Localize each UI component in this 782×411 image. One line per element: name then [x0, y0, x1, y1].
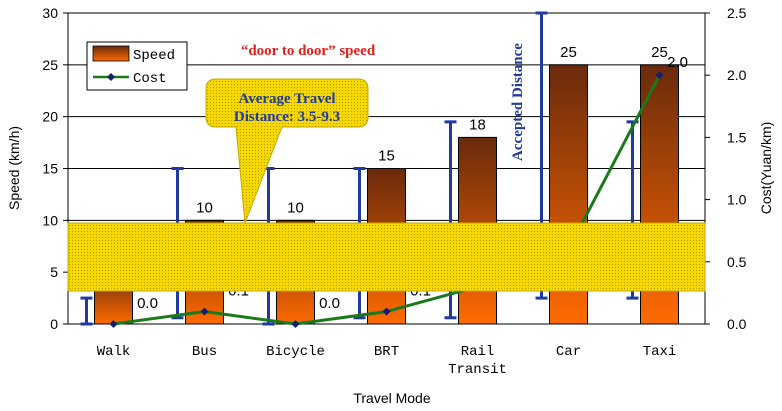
y2-tick-label: 1.5: [727, 129, 747, 145]
cost-label-bicycle: 0.0: [319, 295, 340, 312]
x-axis-title: Travel Mode: [353, 390, 431, 406]
x-tick-label-rail: Rail: [461, 344, 495, 360]
y2-tick-label: 2.0: [727, 67, 747, 83]
x-tick-label-transit: Transit: [448, 362, 507, 378]
callout-line-2: Distance: 3.5-9.3: [234, 109, 340, 125]
y-tick-label: 30: [42, 5, 58, 21]
callout-line-1: Average Travel: [238, 91, 335, 107]
cost-marker-taxi: [655, 71, 664, 80]
x-tick-label-bicycle: Bicycle: [266, 344, 325, 360]
y2-axis-title: Cost(Yuan/km): [758, 122, 774, 215]
cost-marker-walk: [109, 320, 118, 328]
y2-tick-label: 2.5: [727, 5, 747, 21]
x-tick-label-bus: Bus: [192, 344, 217, 360]
distance-callout: Average Travel Distance: 3.5-9.3: [205, 78, 369, 224]
speed-label-car: 25: [560, 44, 577, 61]
y2-tick-label: 0.0: [727, 316, 747, 332]
legend: Speed Cost: [86, 41, 188, 91]
cost-label-walk: 0.0: [137, 295, 158, 312]
x-tick-label-car: Car: [556, 344, 581, 360]
cost-marker-bus: [200, 307, 209, 316]
x-tick-label-taxi: Taxi: [643, 344, 677, 360]
y-tick-label: 5: [50, 264, 58, 280]
speed-label-rail-transit: 18: [469, 116, 486, 133]
x-tick-label-walk: Walk: [97, 344, 131, 360]
y-tick-label: 10: [42, 212, 58, 228]
speed-label-bus: 10: [196, 199, 213, 216]
speed-label-taxi: 25: [651, 44, 668, 61]
y-tick-label: 25: [42, 57, 58, 73]
callout-shape: [205, 78, 369, 224]
legend-cost-label: Cost: [133, 71, 167, 87]
cost-marker-brt: [382, 307, 391, 316]
y-tick-label: 0: [50, 316, 58, 332]
speed-label-brt: 15: [378, 148, 395, 165]
legend-cost-marker: [107, 73, 115, 81]
speed-note-annotation: “door to door” speed: [241, 43, 376, 59]
y2-tick-label: 1.0: [727, 192, 747, 208]
legend-speed-label: Speed: [133, 48, 175, 64]
y-tick-label: 20: [42, 109, 58, 125]
legend-speed-swatch: [92, 45, 130, 62]
distance-band: [67, 222, 706, 292]
speed-label-bicycle: 10: [287, 199, 304, 216]
x-tick-label-brt: BRT: [374, 344, 399, 360]
cost-marker-bicycle: [291, 320, 300, 328]
y-axis-title: Speed (km/h): [6, 126, 22, 210]
y2-tick-label: 0.5: [727, 254, 747, 270]
y-tick-label: 15: [42, 161, 58, 177]
cost-label-taxi: 2.0: [667, 54, 688, 71]
accepted-distance-annotation: Accepted Distance: [510, 43, 526, 161]
